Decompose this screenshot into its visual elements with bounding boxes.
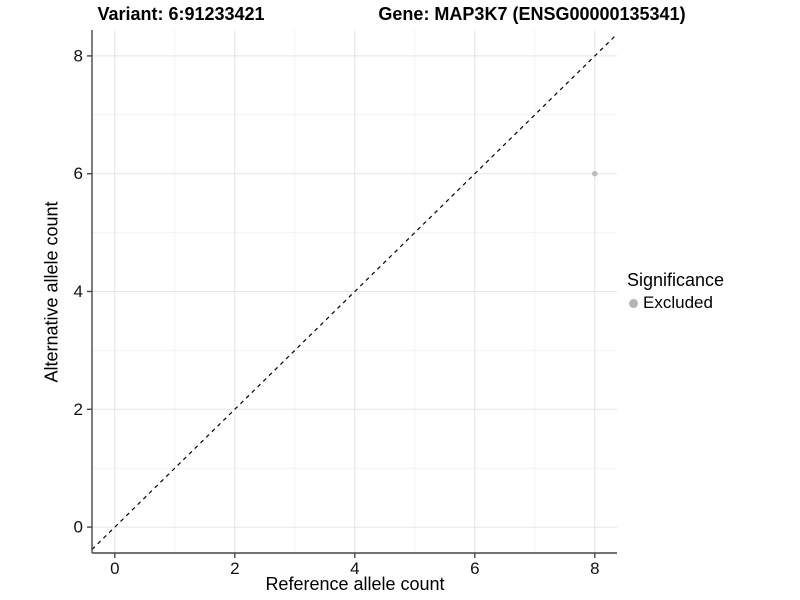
legend-entry-label: Excluded <box>643 293 713 312</box>
variant-title: Variant: 6:91233421 <box>97 4 265 24</box>
x-tick-label: 2 <box>230 559 239 578</box>
x-tick-label: 6 <box>470 559 479 578</box>
x-tick-label: 0 <box>110 559 119 578</box>
legend: Significance Excluded <box>627 270 724 313</box>
y-tick-label: 0 <box>74 518 83 537</box>
data-point <box>592 170 598 177</box>
x-tick-label: 4 <box>350 559 359 578</box>
legend-title: Significance <box>627 270 725 290</box>
y-tick-label: 6 <box>74 164 83 183</box>
legend-point-icon <box>629 298 638 308</box>
y-tick-label: 4 <box>74 282 83 301</box>
y-axis-title: Alternative allele count <box>41 201 62 383</box>
x-tick-label: 8 <box>590 559 599 578</box>
gene-title: Gene: MAP3K7 (ENSG00000135341) <box>378 4 686 24</box>
y-tick-label: 8 <box>74 46 83 65</box>
x-axis-title: Reference allele count <box>265 574 445 594</box>
legend-entry-excluded: Excluded <box>627 293 724 313</box>
y-tick-label: 2 <box>74 400 83 419</box>
